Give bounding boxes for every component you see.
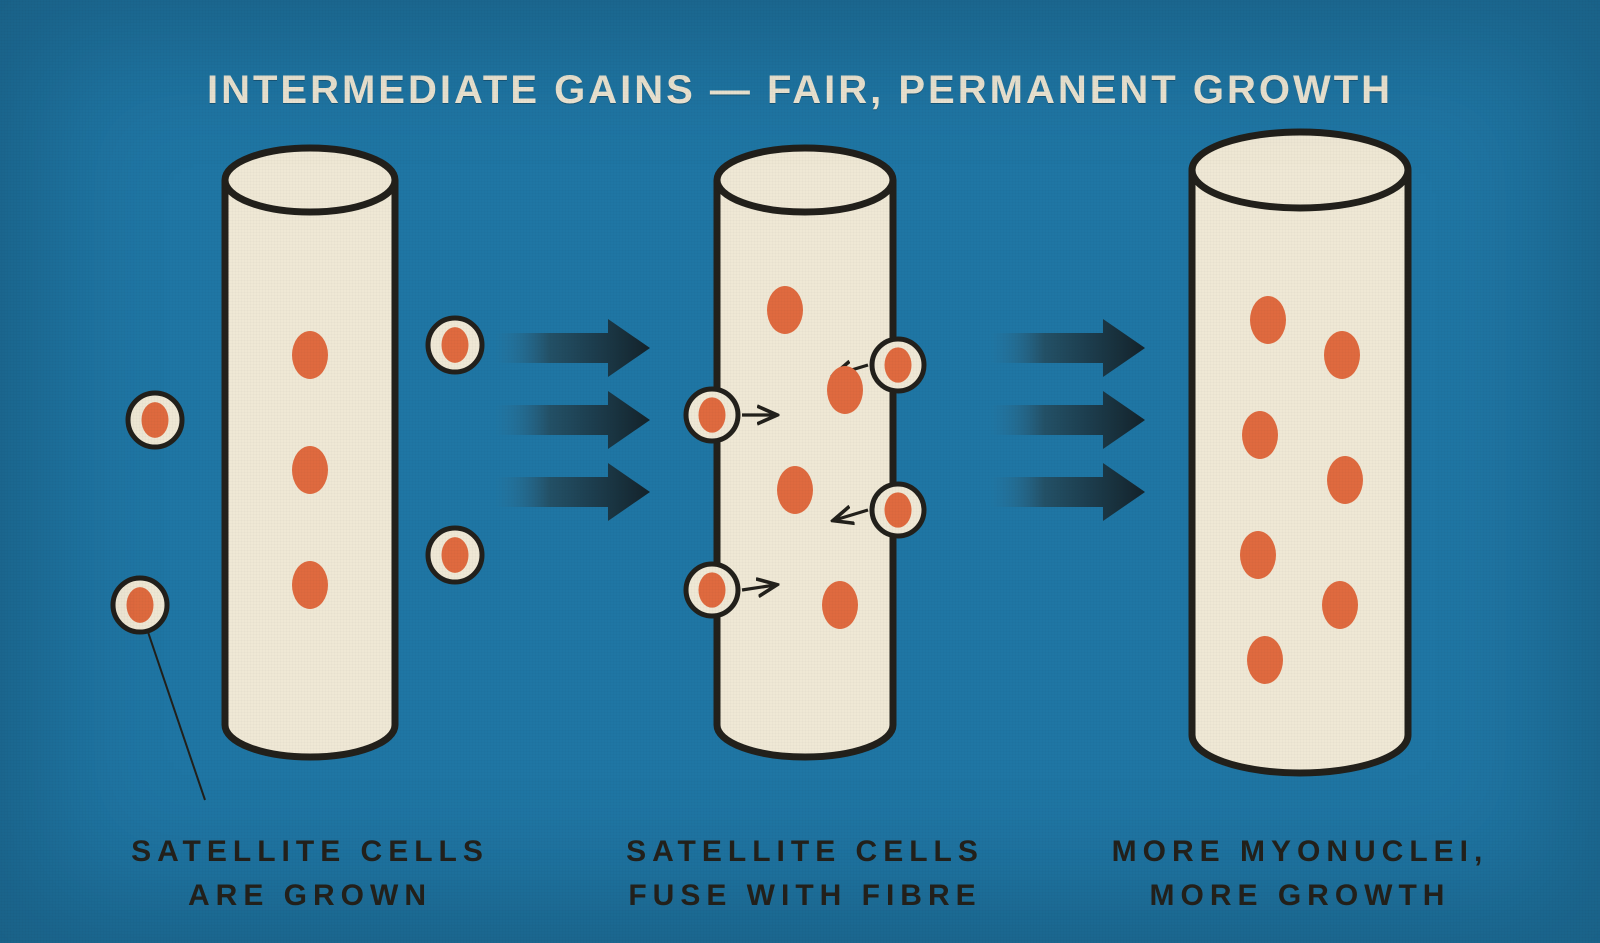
- nucleus-icon: [442, 537, 469, 573]
- nucleus-icon: [292, 446, 328, 494]
- nucleus-icon: [698, 397, 725, 432]
- fibre-stage-3: [1192, 132, 1408, 773]
- nucleus-icon: [1250, 296, 1286, 344]
- nucleus-icon: [1247, 636, 1283, 684]
- callout-line: [148, 632, 205, 800]
- flow-arrow-icon: [495, 463, 650, 521]
- nucleus-icon: [292, 561, 328, 609]
- nucleus-icon: [142, 402, 169, 438]
- nucleus-icon: [1327, 456, 1363, 504]
- nucleus-icon: [292, 331, 328, 379]
- nucleus-icon: [822, 581, 858, 629]
- caption-1: SATELLITE CELLS ARE GROWN: [50, 830, 570, 917]
- flow-arrow-icon: [495, 391, 650, 449]
- nucleus-icon: [698, 572, 725, 607]
- nucleus-icon: [1322, 581, 1358, 629]
- nucleus-icon: [1242, 411, 1278, 459]
- flow-arrow-icon: [990, 463, 1145, 521]
- nucleus-icon: [1240, 531, 1276, 579]
- nucleus-icon: [777, 466, 813, 514]
- nucleus-icon: [127, 587, 154, 623]
- nucleus-icon: [827, 366, 863, 414]
- nucleus-icon: [1324, 331, 1360, 379]
- flow-arrow-icon: [990, 391, 1145, 449]
- diagram-canvas: [0, 0, 1600, 943]
- flow-arrow-icon: [495, 319, 650, 377]
- nucleus-icon: [884, 492, 911, 527]
- caption-3: MORE MYONUCLEI, MORE GROWTH: [1040, 830, 1560, 917]
- fibre-stage-1: [113, 148, 482, 800]
- nucleus-icon: [884, 347, 911, 382]
- caption-2: SATELLITE CELLS FUSE WITH FIBRE: [545, 830, 1065, 917]
- nucleus-icon: [767, 286, 803, 334]
- nucleus-icon: [442, 327, 469, 363]
- fibre-stage-2: [686, 148, 924, 757]
- flow-arrow-icon: [990, 319, 1145, 377]
